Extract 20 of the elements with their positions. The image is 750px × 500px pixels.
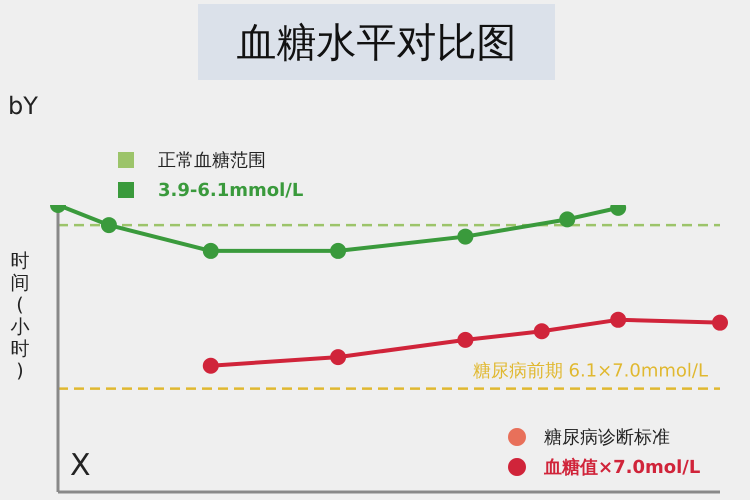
point [457, 228, 474, 245]
legend-title: 正常血糖范围 [158, 149, 266, 172]
point [457, 332, 474, 348]
point [100, 217, 117, 234]
y-axis-title: 时间(小时) [10, 250, 30, 382]
legend-label: 血糖值×7.0mol/L [544, 456, 700, 479]
point [712, 314, 728, 331]
ref-line-label: 糖尿病前期 6.1×7.0mmol/L [472, 360, 708, 382]
annotation: 糖尿病诊断标准 [544, 426, 670, 449]
point [534, 323, 550, 340]
chart-title: 血糖水平对比图 [198, 4, 555, 80]
point [330, 349, 346, 366]
point [330, 242, 346, 259]
point [202, 242, 219, 259]
point [202, 358, 219, 374]
text: bY [8, 92, 38, 120]
x-axis-title: X [70, 448, 91, 483]
point [559, 211, 576, 228]
point [610, 312, 626, 328]
legend-label: 3.9-6.1mmol/L [158, 180, 304, 200]
